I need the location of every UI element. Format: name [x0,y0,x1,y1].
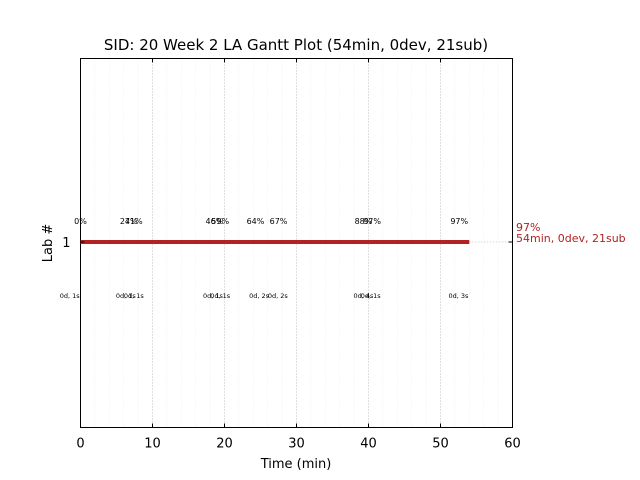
percent-label: 88% [355,217,373,226]
y-axis-label: Lab # [41,224,56,263]
percent-label: 46% [206,217,224,226]
x-tick-label: 0 [76,437,84,452]
x-tick-label: 50 [432,437,449,452]
percent-label: 97% [450,217,468,226]
submission-label: 0d, 1s [210,292,231,300]
percent-label: 97% [363,217,381,226]
percent-label: 41% [125,217,143,226]
percent-label: 67% [270,217,288,226]
submission-label: 0d, 2s [268,292,289,300]
submission-label: 0d, 1s [361,292,382,300]
submission-label: 0d, 4s [353,292,374,300]
x-tick-label: 60 [504,437,521,452]
end-label-percent: 97% [516,221,540,234]
marker-layer: 0% 27%41% 46%59% 64% 67% 88%97% 97%0d, 1s 0d, 1… [60,217,469,300]
submission-label: 0d, 1s [116,292,137,300]
y-tick-label: 1 [62,236,70,251]
submission-label: 0d, 1s [203,292,224,300]
x-tick-label: 20 [216,437,233,452]
submission-label: 0d, 3s [449,292,470,300]
submission-label: 0d, 2s [249,292,270,300]
percent-label: 0% [74,217,87,226]
x-tick-label: 40 [360,437,377,452]
x-axis-label: Time (min) [260,457,332,472]
end-label-summary: 54min, 0dev, 21sub [516,232,626,245]
tick-layer: 0 10 20 30 40 50 60 1 [62,58,521,452]
x-tick-label: 30 [288,437,305,452]
submission-label: 0d, 1s [60,292,81,300]
percent-label: 64% [247,217,265,226]
percent-label: 59% [211,217,229,226]
percent-label: 27% [120,217,138,226]
x-tick-label: 10 [144,437,161,452]
submission-label: 0d, 1s [124,292,145,300]
chart-title: SID: 20 Week 2 LA Gantt Plot (54min, 0de… [104,36,488,54]
